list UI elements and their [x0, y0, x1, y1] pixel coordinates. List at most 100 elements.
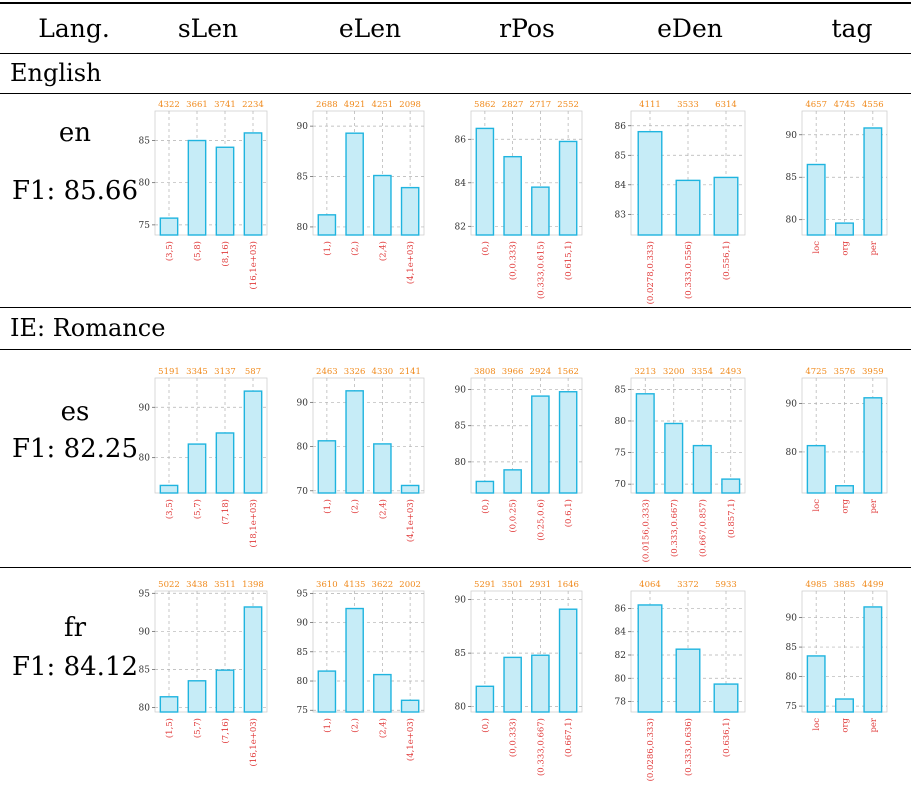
section-title-english: English — [10, 59, 102, 87]
y-tick-label: 80 — [615, 674, 627, 684]
y-tick-label: 90 — [786, 614, 798, 624]
count-label: 5933 — [715, 580, 737, 590]
plot-frame — [312, 377, 425, 494]
count-label: 2717 — [530, 100, 552, 110]
category-label: (4,1e+03) — [405, 241, 416, 284]
y-tick-label: 90 — [455, 596, 467, 606]
bar-(2,) — [345, 390, 364, 494]
bar-(0.615,1) — [558, 140, 578, 236]
category-label: (3,5) — [164, 499, 175, 519]
section-title-romance: IE: Romance — [10, 314, 166, 342]
bar-(8,16) — [215, 146, 235, 236]
category-label: (0.556,1) — [721, 241, 732, 280]
category-label: (2,) — [350, 241, 361, 256]
bar-(1,) — [317, 214, 337, 236]
y-tick-label: 85 — [786, 173, 798, 183]
count-label: 2924 — [530, 367, 552, 377]
y-tick-label: 83 — [615, 210, 627, 220]
row-lang-es: es — [60, 397, 90, 427]
category-label: (1,) — [322, 499, 333, 514]
bar-(7,16) — [215, 669, 235, 713]
count-label: 2463 — [316, 367, 338, 377]
plot-frame — [154, 590, 268, 713]
y-tick-label: 85 — [139, 137, 151, 147]
y-tick-label: 82 — [615, 651, 626, 661]
category-label: (1,) — [322, 241, 333, 256]
count-label: 2493 — [720, 367, 742, 377]
category-label: (16,1e+03) — [248, 718, 259, 767]
count-label: 2002 — [399, 580, 421, 590]
bar-(1,5) — [159, 696, 179, 713]
header-rpos: rPos — [499, 14, 555, 43]
bar-org — [835, 698, 854, 713]
count-label: 3576 — [834, 367, 856, 377]
count-label: 4556 — [862, 100, 884, 110]
category-label: (5,7) — [192, 718, 203, 738]
y-tick-label: 80 — [297, 677, 309, 687]
romance-section-rule — [0, 349, 911, 350]
bar-(5,7) — [187, 680, 207, 713]
bar-org — [835, 222, 854, 236]
y-tick-label: 85 — [297, 173, 309, 183]
category-label: (0.636,1) — [721, 718, 732, 757]
bar-(2,) — [345, 132, 364, 236]
bar-(0,0.25) — [503, 469, 522, 494]
category-label: (7,18) — [220, 499, 231, 525]
count-label: 2141 — [399, 367, 421, 377]
category-label: (0,) — [480, 241, 491, 256]
count-label: 3959 — [862, 367, 884, 377]
category-label: org — [841, 498, 851, 513]
bar-(0,) — [475, 127, 495, 236]
bar-(3,5) — [159, 217, 179, 236]
count-label: 3533 — [677, 100, 699, 110]
count-label: 3354 — [691, 367, 713, 377]
count-label: 3501 — [502, 580, 524, 590]
y-tick-label: 82 — [455, 222, 466, 232]
count-label: 2098 — [399, 100, 421, 110]
count-label: 4499 — [862, 580, 884, 590]
count-label: 3511 — [214, 580, 236, 590]
count-label: 3966 — [502, 367, 524, 377]
category-label: org — [841, 717, 851, 732]
count-label: 3200 — [663, 367, 685, 377]
y-tick-label: 80 — [139, 703, 151, 713]
count-label: 1398 — [242, 580, 264, 590]
category-label: (0,) — [480, 499, 491, 514]
y-tick-label: 90 — [786, 400, 798, 410]
bar-(0.556,1) — [713, 176, 739, 236]
y-tick-label: 90 — [139, 627, 151, 637]
bar-(0.333,0.615) — [531, 186, 550, 236]
category-label: (0.333,0.636) — [683, 718, 694, 776]
count-label: 5022 — [158, 580, 180, 590]
y-tick-label: 75 — [139, 221, 151, 231]
count-label: 1646 — [557, 580, 579, 590]
bar-(0.0278,0.333) — [637, 130, 663, 236]
category-label: (5,7) — [192, 499, 203, 519]
category-label: (0.333,0.556) — [683, 241, 694, 299]
bar-loc — [806, 163, 826, 236]
bar-(7,18) — [215, 432, 235, 494]
count-label: 4064 — [639, 580, 661, 590]
category-label: (7,16) — [220, 718, 231, 744]
bar-(0,0.333) — [503, 155, 522, 236]
category-label: (0.667,0.857) — [697, 499, 708, 557]
bar-(2,4) — [373, 673, 392, 713]
y-tick-label: 80 — [455, 458, 467, 468]
row-f1-es: F1: 82.25 — [11, 434, 139, 464]
y-tick-label: 78 — [615, 698, 627, 708]
y-tick-label: 85 — [297, 648, 309, 658]
count-label: 2234 — [242, 100, 264, 110]
bar-(0.333,0.556) — [675, 179, 701, 236]
category-label: (0.615,1) — [563, 241, 574, 280]
y-tick-label: 85 — [786, 643, 798, 653]
bar-per — [863, 127, 883, 236]
count-label: 2827 — [502, 100, 524, 110]
